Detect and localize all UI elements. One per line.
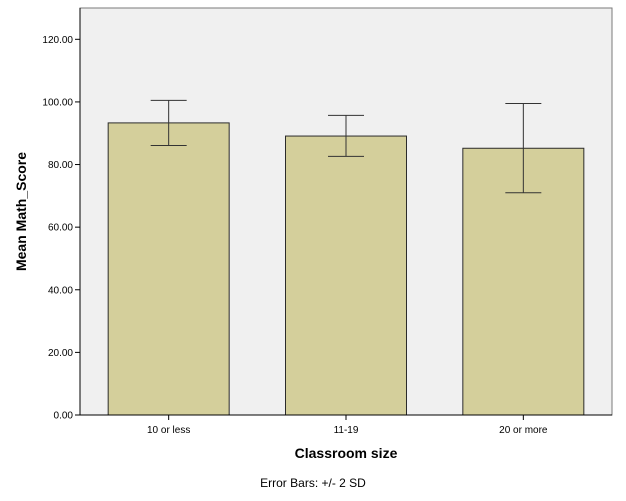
bars <box>107 122 585 416</box>
x-tick-label: 10 or less <box>147 425 190 436</box>
bar <box>107 122 230 416</box>
x-tick-label: 20 or more <box>499 425 548 436</box>
y-tick-label: 20.00 <box>48 348 73 359</box>
y-axis-title: Mean Math_Score <box>13 152 29 271</box>
x-axis-ticks: 10 or less 11-19 20 or more <box>147 415 548 436</box>
y-tick-label: 0.00 <box>54 411 74 422</box>
y-tick-label: 80.00 <box>48 160 73 171</box>
y-axis-ticks: 0.00 20.00 40.00 60.00 80.00 100.00 120.00 <box>42 35 80 422</box>
bar <box>285 135 407 416</box>
error-bars <box>150 99 542 194</box>
error-bar <box>505 102 542 194</box>
x-tick-label: 11-19 <box>334 425 359 436</box>
x-axis-title: Classroom size <box>295 445 398 461</box>
error-bar-footnote: Error Bars: +/- 2 SD <box>260 476 366 490</box>
y-tick-label: 60.00 <box>48 223 73 234</box>
y-tick-label: 40.00 <box>48 285 73 296</box>
y-tick-label: 100.00 <box>42 97 73 108</box>
y-tick-label: 120.00 <box>42 35 73 46</box>
error-bar <box>328 114 364 157</box>
error-bar <box>150 99 187 146</box>
